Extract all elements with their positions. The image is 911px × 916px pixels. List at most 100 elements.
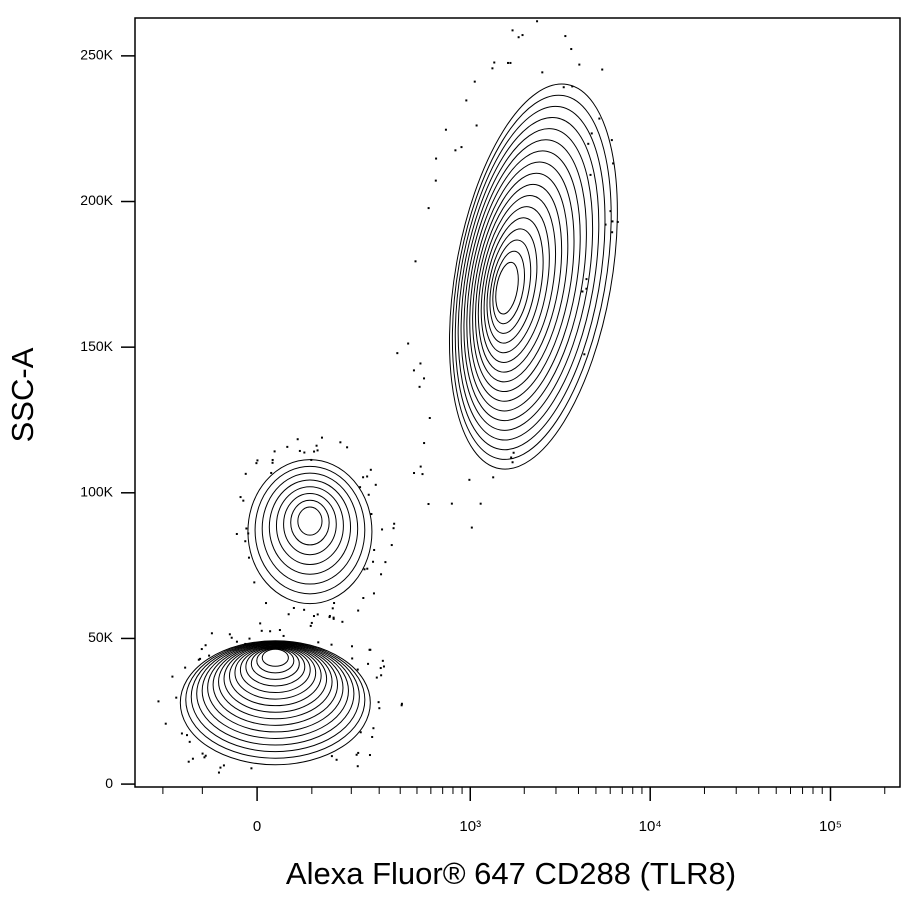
event-dot (350, 645, 353, 648)
x-tick-label: 0 (253, 818, 261, 835)
plot-frame (134, 17, 901, 788)
contour-line (451, 94, 612, 460)
event-dot (199, 657, 202, 660)
event-dot (423, 442, 426, 445)
event-dot (511, 29, 514, 32)
event-dot (434, 179, 437, 182)
event-dot (359, 486, 362, 489)
event-dot (454, 149, 457, 152)
contour-line (469, 161, 575, 402)
event-dot (310, 621, 313, 624)
event-dot (332, 616, 335, 619)
contour-line (460, 128, 594, 431)
event-dot (611, 231, 614, 234)
event-dot (287, 613, 290, 616)
event-dot (589, 173, 592, 176)
event-dot (587, 142, 590, 145)
event-dot (419, 465, 422, 468)
event-dot (366, 475, 369, 478)
event-dot (242, 499, 245, 502)
event-dot (381, 528, 384, 531)
contour-line (261, 648, 289, 667)
event-dot (256, 459, 259, 462)
y-tick-label: 250K (80, 47, 113, 63)
contour-line (475, 183, 563, 383)
event-dot (244, 540, 247, 543)
event-dot (259, 622, 262, 625)
event-dot (473, 80, 476, 83)
contour-line (239, 646, 311, 694)
event-dot (479, 502, 482, 505)
event-dot (374, 483, 377, 486)
event-dot (610, 139, 613, 142)
event-dot (187, 760, 190, 763)
contour-line (268, 479, 352, 575)
event-dot (492, 476, 495, 479)
event-dot (570, 48, 573, 51)
event-dot (616, 220, 619, 223)
event-dot (175, 696, 178, 699)
event-dot (197, 658, 200, 661)
event-dot (332, 617, 335, 620)
event-dot (320, 436, 323, 439)
event-dot (188, 740, 191, 743)
contour-line (472, 172, 569, 393)
event-dot (217, 771, 220, 774)
event-dot (228, 633, 231, 636)
event-dot (270, 471, 273, 474)
event-dot (470, 526, 473, 529)
event-dot (200, 648, 203, 651)
event-dot (562, 86, 565, 89)
event-dot (419, 362, 422, 365)
y-tick-label: 50K (88, 629, 114, 645)
event-dot (298, 449, 301, 452)
event-dot (255, 462, 258, 465)
event-dot (330, 643, 333, 646)
event-dot (316, 449, 319, 452)
event-dot (362, 476, 365, 479)
contour-line (297, 506, 323, 536)
event-dot (278, 629, 281, 632)
event-dot (507, 61, 510, 64)
event-dot (273, 450, 276, 453)
event-dot (510, 456, 513, 459)
contour-line (228, 645, 322, 707)
event-dot (355, 753, 358, 756)
contour-line (463, 139, 587, 422)
event-dot (164, 722, 167, 725)
contour-line (201, 642, 349, 739)
contour-line (495, 261, 519, 315)
event-dot (315, 444, 318, 447)
event-dot (581, 290, 584, 293)
event-dot (317, 641, 320, 644)
event-dot (428, 417, 431, 420)
contour-line (185, 640, 366, 759)
event-dot (465, 99, 468, 102)
event-dot (372, 592, 375, 595)
event-dot (368, 754, 371, 757)
event-dot (609, 210, 612, 213)
contour-line (223, 644, 328, 713)
event-dot (346, 446, 349, 449)
x-tick-label: 10⁵ (819, 818, 842, 835)
event-dot (611, 220, 614, 223)
contour-line (256, 648, 295, 674)
event-dot (239, 496, 242, 499)
contour-line (275, 486, 344, 565)
event-dot (493, 61, 496, 64)
event-dot (390, 544, 393, 547)
contour-line (245, 647, 306, 687)
contour-line (486, 228, 538, 344)
event-dot (157, 700, 160, 703)
event-dot (250, 767, 253, 770)
event-dot (475, 124, 478, 127)
contour-line (254, 465, 366, 595)
event-dot (407, 342, 410, 345)
event-dot (356, 765, 359, 768)
event-dot (341, 620, 344, 623)
event-dot (372, 560, 375, 563)
contour-line (212, 643, 339, 726)
event-dot (601, 68, 604, 71)
event-dot (219, 766, 222, 769)
